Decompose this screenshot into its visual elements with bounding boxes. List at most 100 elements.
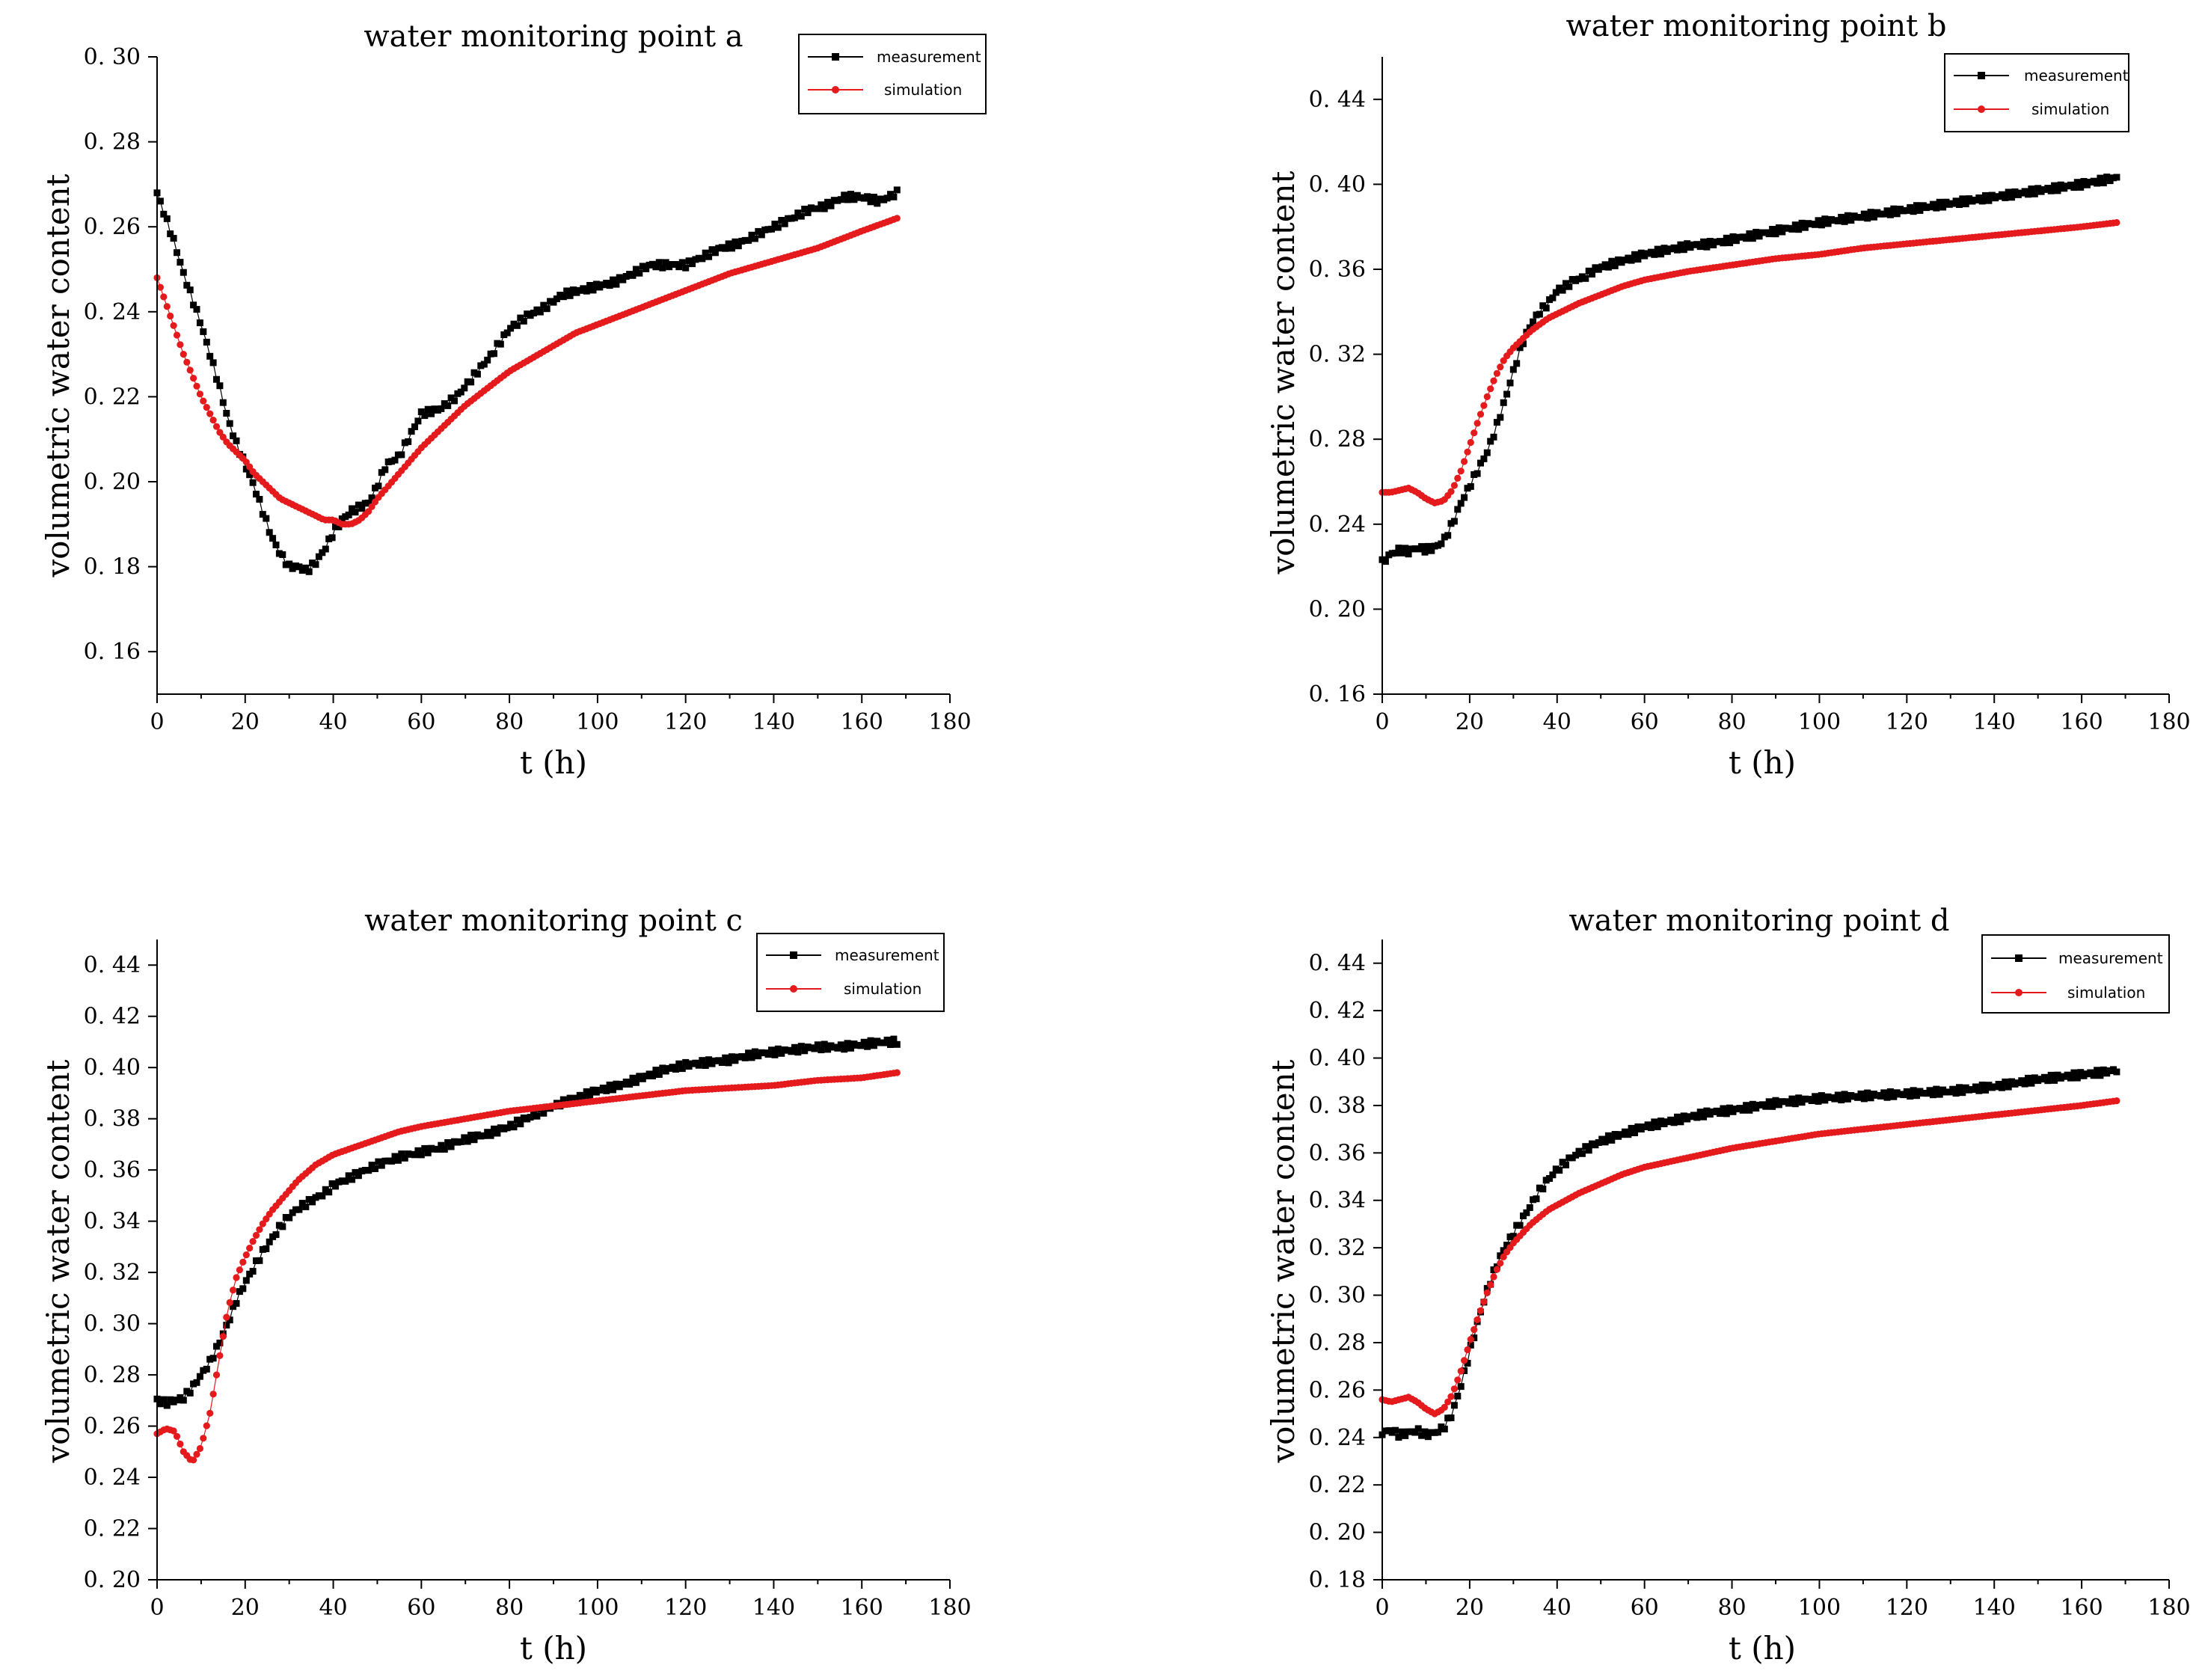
x-tick-label: 20 [1456,709,1484,735]
data-point-measurement [160,210,168,218]
data-point-measurement [890,193,898,200]
data-point-measurement [1428,547,1435,554]
data-point-measurement [1631,1129,1638,1136]
data-point-measurement [1634,256,1642,263]
data-point-measurement [1421,1428,1429,1435]
data-point-measurement [1791,1100,1799,1108]
data-point-measurement [209,1355,217,1362]
data-point-measurement [689,260,696,268]
data-point-measurement [1424,1433,1432,1441]
y-tick-label: 0. 34 [1309,1188,1366,1214]
data-point-measurement [751,235,758,242]
data-point-measurement [1821,1097,1829,1104]
data-point-measurement [1516,344,1524,352]
y-tick-label: 0. 18 [1309,1567,1366,1593]
data-point-measurement [408,428,415,435]
y-tick-label: 0. 30 [84,1311,141,1337]
data-point-measurement [242,465,250,473]
data-point-measurement [893,1040,901,1048]
chart-title-b: water monitoring point b [1565,9,1946,43]
data-point-measurement [1684,240,1691,248]
legend-box [756,933,945,1012]
chart-panel-a: water monitoring point a volumetric wate… [40,19,987,781]
axes-b [1381,57,2169,695]
data-point-measurement [540,301,548,309]
data-point-measurement [741,1054,749,1061]
data-point-measurement [417,1151,425,1159]
x-tick-label: 100 [1798,709,1841,735]
data-point-measurement [2047,187,2055,194]
data-point-measurement [1608,257,1616,265]
data-point-simulation [263,1215,270,1223]
data-point-measurement [1841,1091,1848,1098]
data-point-measurement [797,1043,805,1050]
data-point-measurement [1847,217,1855,224]
data-point-measurement [1916,206,1924,214]
data-point-simulation [1441,1403,1448,1411]
data-point-measurement [1625,1131,1632,1138]
data-point-measurement [890,1035,898,1043]
data-point-simulation [219,433,227,441]
data-point-simulation [160,293,168,301]
data-point-measurement [1516,1221,1524,1229]
data-point-simulation [1493,370,1500,377]
data-point-measurement [629,272,637,279]
data-point-measurement [821,205,828,212]
legend-box [1981,934,2170,1014]
data-point-measurement [2097,174,2104,182]
data-point-measurement [1418,543,1426,551]
data-point-measurement [536,308,544,316]
data-point-measurement [1438,540,1445,548]
series-layer-b [1379,174,2120,565]
data-point-simulation [173,1432,181,1440]
y-tick-label: 0. 16 [1309,681,1366,708]
data-point-measurement [1477,459,1484,467]
data-point-measurement [870,1042,877,1049]
data-point-measurement [778,1049,785,1057]
data-point-measurement [745,1049,752,1057]
data-point-measurement [470,1136,478,1144]
data-point-measurement [1978,197,1986,205]
legend-box [1944,53,2129,132]
data-point-measurement [533,1112,541,1120]
legend-marker-measurement [2015,954,2023,962]
x-tick-label: 0 [150,1595,164,1621]
x-tick-label: 20 [231,1595,260,1621]
data-point-measurement [517,1120,524,1128]
x-tick-label: 100 [576,709,619,735]
data-point-measurement [328,534,336,542]
data-point-measurement [559,1096,567,1103]
y-tick-label: 0. 30 [1309,1283,1366,1309]
data-point-measurement [1726,1104,1734,1112]
y-tick-label: 0. 38 [1309,1093,1366,1119]
data-point-measurement [1546,1175,1554,1182]
data-point-measurement [1798,219,1806,227]
data-point-measurement [2070,1069,2078,1076]
data-point-simulation [212,423,221,430]
data-point-simulation [1444,1398,1452,1405]
data-point-measurement [503,329,511,337]
data-point-measurement [1995,1081,2002,1088]
data-point-measurement [398,451,405,459]
data-point-measurement [695,1061,702,1069]
data-point-measurement [1464,1360,1471,1367]
data-point-measurement [758,231,765,239]
data-point-measurement [847,1044,854,1052]
legend-label-measurement: measurement [835,946,939,964]
x-axis-label-d: t (h) [1729,1630,1796,1667]
data-point-measurement [355,1172,362,1180]
series-layer-a [153,186,901,575]
data-point-measurement [1838,1097,1845,1104]
data-point-measurement [1509,366,1517,373]
axes-c [156,939,950,1581]
data-point-measurement [1729,233,1737,240]
data-point-measurement [335,523,343,530]
data-point-measurement [874,200,881,207]
data-point-measurement [1949,1085,1957,1093]
y-axis-label-c: volumetric water content [40,1059,76,1463]
data-point-simulation [259,1220,266,1227]
data-point-measurement [352,509,359,516]
data-point-measurement [358,505,366,512]
data-point-simulation [177,1440,184,1448]
y-tick-label: 0. 20 [1309,596,1366,622]
